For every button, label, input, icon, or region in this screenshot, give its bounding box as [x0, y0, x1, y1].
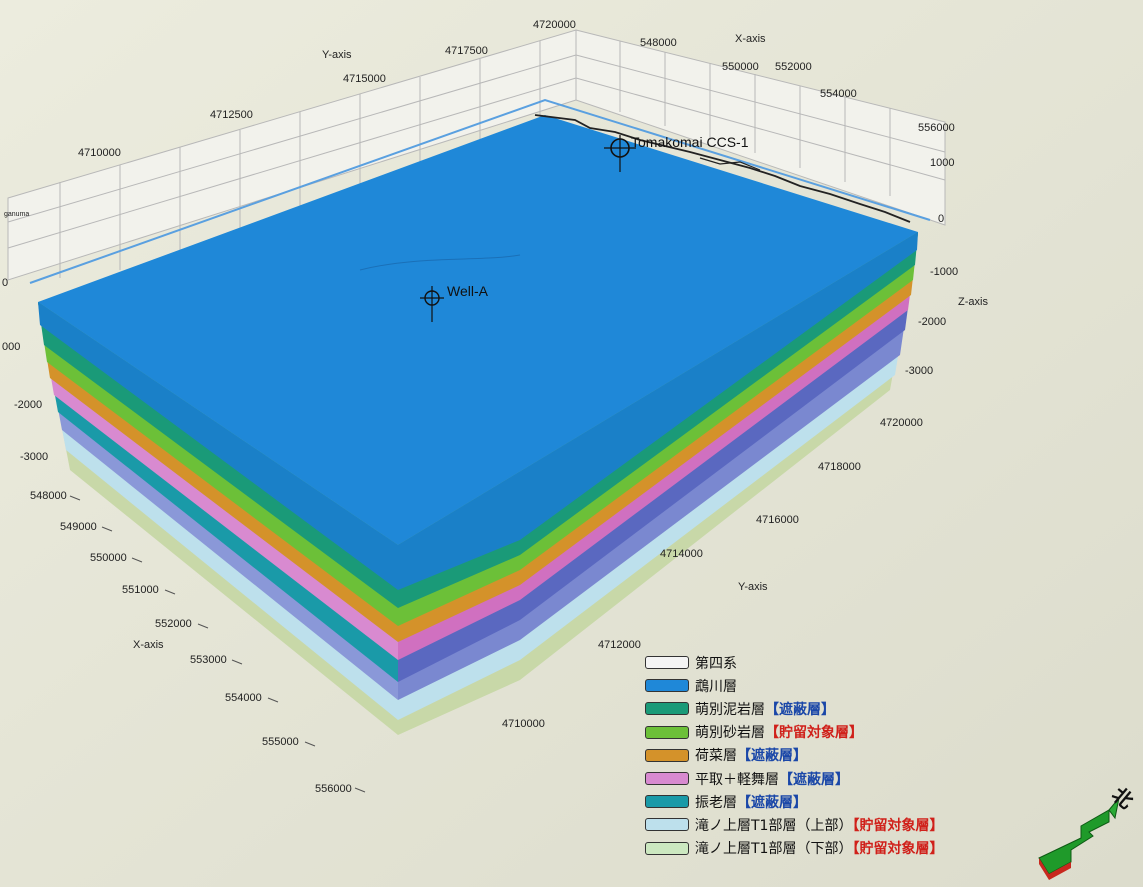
svg-text:-2000: -2000: [918, 316, 946, 328]
legend-label: 平取＋軽舞層: [695, 771, 779, 788]
legend-label: 萌別泥岩層: [695, 701, 765, 718]
svg-text:553000: 553000: [190, 654, 227, 666]
y-axis-right-ticks: 4720000 4718000 4716000 Y-axis 4714000 4…: [502, 417, 923, 730]
legend-item: 第四系: [645, 651, 945, 674]
left-tick-marks: [69, 495, 366, 793]
svg-text:548000: 548000: [640, 37, 677, 49]
legend-swatch: [645, 748, 689, 762]
svg-text:-2000: -2000: [14, 399, 42, 411]
coastline-detail: [699, 157, 761, 171]
legend-swatch: [645, 679, 689, 693]
svg-text:-1000: -1000: [930, 266, 958, 278]
legend-tag: 【遮蔽層】: [765, 701, 835, 718]
legend-label: 滝ノ上層T1部層（上部）: [695, 817, 853, 834]
legend-tag: 【貯留対象層】: [765, 725, 863, 742]
legend-swatch: [645, 795, 689, 809]
coastline: [534, 114, 911, 223]
legend-swatch: [645, 772, 689, 786]
legend-item: 鵡川層: [645, 674, 945, 697]
y-axis-title: Y-axis: [322, 49, 352, 61]
legend-swatch: [645, 702, 689, 716]
legend-tag: 【貯留対象層】: [852, 841, 944, 858]
svg-text:4720000: 4720000: [880, 417, 923, 429]
legend-swatch: [645, 818, 689, 832]
legend-item: 滝ノ上層T1部層（下部）【貯留対象層】: [645, 837, 945, 860]
svg-text:0: 0: [938, 213, 944, 225]
legend-label: 振老層: [695, 794, 737, 811]
svg-text:4718000: 4718000: [818, 461, 861, 473]
legend-swatch: [645, 841, 689, 855]
legend-label: 鵡川層: [695, 678, 737, 695]
svg-text:4712500: 4712500: [210, 109, 253, 121]
legend-item: 平取＋軽舞層【遮蔽層】: [645, 767, 945, 790]
legend: 第四系 鵡川層 萌別泥岩層【遮蔽層】 萌別砂岩層【貯留対象層】 荷菜層【遮蔽層】…: [645, 651, 945, 860]
svg-text:-3000: -3000: [905, 365, 933, 377]
legend-label: 滝ノ上層T1部層（下部）: [695, 841, 853, 858]
corner-label: ganuma: [4, 211, 29, 218]
svg-text:556000: 556000: [315, 783, 352, 795]
x-axis-title: X-axis: [735, 33, 766, 45]
x-axis-top-ticks: X-axis 548000 550000 552000 554000 55600…: [640, 33, 955, 134]
x-axis-left-ticks: 548000 549000 550000 551000 X-axis 55200…: [30, 490, 352, 795]
well-a-marker[interactable]: Well-A: [420, 283, 489, 322]
svg-text:4715000: 4715000: [343, 73, 386, 85]
legend-label: 第四系: [695, 655, 737, 672]
svg-text:4714000: 4714000: [660, 548, 703, 560]
svg-text:4712000: 4712000: [598, 639, 641, 651]
svg-text:4710000: 4710000: [502, 718, 545, 730]
structure-line: [359, 254, 521, 271]
y-axis-title-bottom: Y-axis: [738, 581, 768, 593]
bounding-box: [29, 98, 931, 284]
well-a-label: Well-A: [447, 283, 489, 299]
x-axis-title-left: X-axis: [133, 639, 164, 651]
svg-text:554000: 554000: [225, 692, 262, 704]
svg-text:4717500: 4717500: [445, 45, 488, 57]
svg-text:548000: 548000: [30, 490, 67, 502]
svg-text:4716000: 4716000: [756, 514, 799, 526]
svg-text:4710000: 4710000: [78, 147, 121, 159]
front-right-face: [398, 232, 918, 735]
legend-item: 萌別泥岩層【遮蔽層】: [645, 697, 945, 720]
svg-text:552000: 552000: [775, 61, 812, 73]
legend-tag: 【遮蔽層】: [737, 748, 807, 765]
legend-item: 滝ノ上層T1部層（上部）【貯留対象層】: [645, 813, 945, 836]
svg-text:554000: 554000: [820, 88, 857, 100]
legend-item: 荷菜層【遮蔽層】: [645, 744, 945, 767]
svg-text:550000: 550000: [90, 552, 127, 564]
z-axis-left-ticks: 0 000 -2000 -3000 ganuma: [2, 211, 48, 463]
svg-text:1000: 1000: [930, 157, 954, 169]
legend-tag: 【遮蔽層】: [779, 771, 849, 788]
y-axis-top-ticks: Y-axis 4710000 4712500 4715000 4717500 4…: [78, 19, 576, 159]
legend-item: 振老層【遮蔽層】: [645, 790, 945, 813]
front-left-face: [38, 302, 398, 735]
north-arrow-icon: 北: [1038, 782, 1135, 880]
svg-text:555000: 555000: [262, 736, 299, 748]
svg-text:551000: 551000: [122, 584, 159, 596]
svg-text:549000: 549000: [60, 521, 97, 533]
legend-tag: 【遮蔽層】: [737, 794, 807, 811]
svg-text:-3000: -3000: [20, 451, 48, 463]
top-surface: [38, 115, 918, 545]
z-axis-title: Z-axis: [958, 296, 988, 308]
grid-right-wall: [575, 29, 946, 226]
svg-text:4720000: 4720000: [533, 19, 576, 31]
legend-swatch: [645, 656, 689, 670]
svg-text:556000: 556000: [918, 122, 955, 134]
legend-label: 萌別砂岩層: [695, 725, 765, 742]
z-axis-right-ticks: 1000 0 -1000 Z-axis -2000 -3000: [905, 157, 988, 377]
svg-text:000: 000: [2, 341, 20, 353]
svg-text:552000: 552000: [155, 618, 192, 630]
svg-text:0: 0: [2, 277, 8, 289]
well-ccs1-marker[interactable]: Tomakomai CCS-1: [604, 134, 749, 172]
svg-text:550000: 550000: [722, 61, 759, 73]
legend-label: 荷菜層: [695, 748, 737, 765]
legend-tag: 【貯留対象層】: [852, 817, 944, 834]
legend-swatch: [645, 725, 689, 739]
legend-item: 萌別砂岩層【貯留対象層】: [645, 721, 945, 744]
well-ccs1-label: Tomakomai CCS-1: [631, 134, 749, 150]
